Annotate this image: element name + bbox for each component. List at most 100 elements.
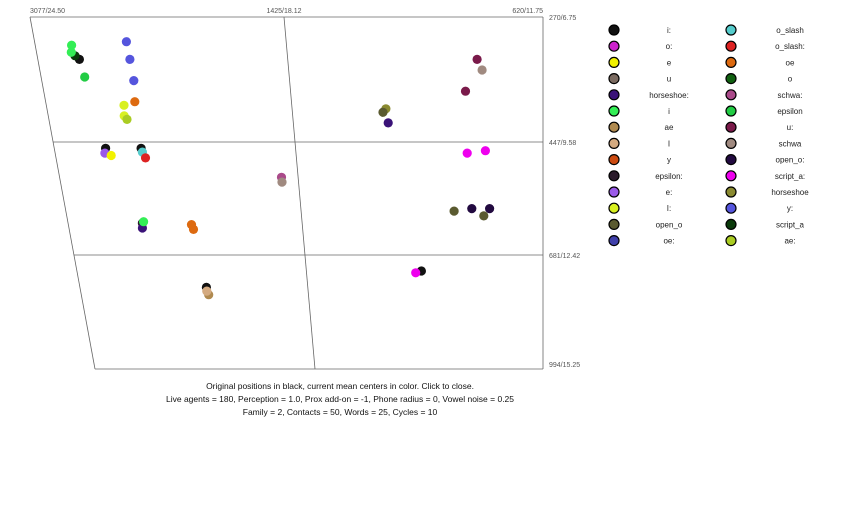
caption-line-1: Original positions in black, current mea… — [206, 381, 474, 391]
caption-line-2: Live agents = 180, Perception = 1.0, Pro… — [165, 394, 515, 404]
legend-entry-epsilon-: epsilon: — [608, 170, 683, 182]
legend-swatch — [608, 218, 620, 230]
legend-label: i: — [667, 26, 671, 35]
legend-entry-u-: u: — [725, 121, 793, 133]
legend-label: o — [788, 75, 793, 84]
legend-swatch — [725, 40, 737, 52]
legend-entry-o: o — [725, 72, 793, 85]
legend-label: o_slash: — [775, 42, 805, 51]
legend-label: horseshoe: — [649, 91, 689, 100]
point-open-o — [378, 107, 388, 117]
legend-entry-ae: ae — [608, 121, 674, 133]
point-schwa — [477, 65, 487, 75]
legend-label: e: — [666, 188, 673, 197]
legend-label: u — [667, 75, 671, 84]
legend-label: open_o — [656, 220, 683, 229]
point-ae- — [122, 114, 132, 124]
legend-label: horseshoe — [771, 188, 809, 197]
legend-swatch — [725, 56, 737, 69]
legend-label: schwa: — [778, 91, 803, 100]
legend-swatch — [725, 186, 737, 198]
legend-entry-open-o: open_o — [608, 218, 683, 230]
legend-entry-epsilon: epsilon — [725, 105, 803, 117]
x-tick-label: 3077/24.50 — [30, 8, 65, 15]
legend-entry-e: e — [608, 56, 672, 69]
legend-label: I — [668, 139, 670, 148]
legend-entry-horseshoe: horseshoe — [725, 186, 809, 198]
legend-label: o: — [666, 42, 673, 51]
legend-label: script_a — [776, 220, 805, 229]
legend-label: ae — [665, 123, 674, 132]
legend-label: I: — [667, 204, 671, 213]
legend-swatch — [608, 105, 620, 117]
point-i — [67, 40, 77, 50]
point-u- — [472, 54, 482, 64]
legend-entry-ae-: ae: — [725, 235, 796, 247]
legend-entry-open-o-: open_o: — [725, 154, 804, 166]
point-y- — [121, 37, 131, 47]
legend-swatch — [725, 121, 737, 133]
data-points — [66, 37, 495, 300]
legend: i: o: eu horseshoe: i ae Iy epsilon: e: I: open_o o… — [608, 24, 809, 247]
legend-swatch — [608, 186, 620, 198]
y-tick-label: 270/6.75 — [549, 15, 576, 22]
legend-swatch — [725, 24, 737, 36]
legend-entry-schwa-: schwa: — [725, 89, 803, 101]
legend-swatch — [725, 202, 737, 214]
point-open-o- — [485, 204, 495, 214]
axis-ticks: 3077/24.50 1425/18.12 620/11.75 270/6.75 447… — [30, 8, 580, 369]
frame-left-edge — [29, 16, 96, 370]
legend-entry-i-: I: — [608, 202, 671, 214]
point-i — [139, 217, 149, 227]
point-horseshoe- — [383, 118, 393, 128]
point-schwa — [277, 177, 287, 187]
point-oe — [186, 220, 197, 230]
legend-swatch — [725, 218, 737, 230]
legend-label: y — [667, 156, 671, 165]
legend-swatch — [608, 235, 620, 247]
point-oe — [130, 97, 140, 107]
caption-line-3: Family = 2, Contacts = 50, Words = 25, C… — [242, 407, 438, 417]
point-i — [66, 47, 76, 57]
legend-swatch — [608, 170, 620, 182]
point-epsilon — [80, 72, 90, 82]
legend-swatch — [725, 89, 737, 101]
point-open-o — [479, 211, 489, 221]
y-tick-label: 681/12.42 — [549, 253, 580, 260]
legend-swatch — [608, 202, 620, 214]
legend-swatch — [725, 137, 737, 149]
point-i — [202, 286, 212, 296]
point-script-a- — [462, 148, 472, 158]
legend-entry-script-a-: script_a: — [725, 170, 805, 182]
point-y- — [125, 54, 135, 64]
legend-swatch — [608, 72, 620, 85]
legend-entry-y-: y: — [725, 202, 793, 214]
legend-entry-horseshoe-: horseshoe: — [608, 89, 689, 101]
legend-swatch — [608, 56, 620, 69]
y-tick-label: 447/9.58 — [549, 140, 576, 147]
legend-label: i — [668, 107, 670, 116]
legend-entry-schwa: schwa — [725, 137, 802, 149]
legend-swatch — [608, 121, 620, 133]
legend-swatch — [608, 40, 620, 52]
legend-label: ae: — [784, 237, 795, 246]
legend-label: o_slash — [776, 26, 804, 35]
point-u- — [460, 86, 471, 96]
point-o-slash- — [140, 153, 151, 163]
legend-label: script_a: — [775, 172, 805, 181]
legend-entry-o-: o: — [608, 40, 673, 52]
legend-entry-script-a: script_a — [725, 218, 805, 230]
legend-entry-oe: oe — [725, 56, 795, 69]
point-e — [106, 150, 116, 161]
legend-swatch — [608, 24, 620, 36]
legend-label: e — [667, 58, 672, 67]
legend-entry-o-slash: o_slash — [725, 24, 804, 36]
legend-swatch — [608, 154, 620, 166]
y-tick-label: 994/15.25 — [549, 362, 580, 369]
legend-entry-o-slash-: o_slash: — [725, 40, 805, 52]
legend-swatch — [725, 105, 737, 117]
point-script-a- — [480, 146, 490, 156]
legend-entry-e-: e: — [608, 186, 673, 198]
